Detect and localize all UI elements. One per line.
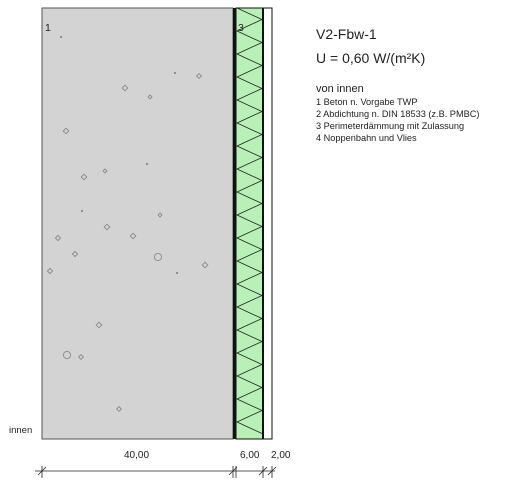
u-value: U = 0,60 W/(m²K) (316, 50, 426, 66)
insulation-hatch (236, 7, 263, 434)
inside-label: innen (9, 425, 33, 436)
drainage-membrane-layer (262, 7, 273, 440)
legend-heading: von innen (316, 83, 364, 95)
dimension-drainage: 2,00 (271, 450, 291, 461)
dimension-line (35, 466, 277, 478)
layer-3-label: 3 (238, 22, 244, 34)
dimension-concrete: 40,00 (124, 450, 150, 461)
layer-1-label: 1 (45, 22, 51, 34)
concrete-layer (41, 7, 234, 440)
legend-item: 4 Noppenbahn und Vlies (316, 133, 417, 143)
legend-item: 3 Perimeterdämmung mit Zulassung (316, 121, 465, 131)
concrete-aggregate-pattern (46, 35, 209, 413)
legend-item: 1 Beton n. Vorgabe TWP (316, 97, 418, 107)
element-name: V2-Fbw-1 (316, 26, 377, 42)
insulation-layer (235, 7, 264, 440)
waterproofing-layer (233, 8, 236, 439)
layer-legend: von innen 1 Beton n. Vorgabe TWP 2 Abdic… (316, 83, 479, 144)
dimension-insulation: 6,00 (240, 450, 260, 461)
legend-item: 2 Abdichtung n. DIN 18533 (z.B. PMBC) (316, 109, 480, 119)
